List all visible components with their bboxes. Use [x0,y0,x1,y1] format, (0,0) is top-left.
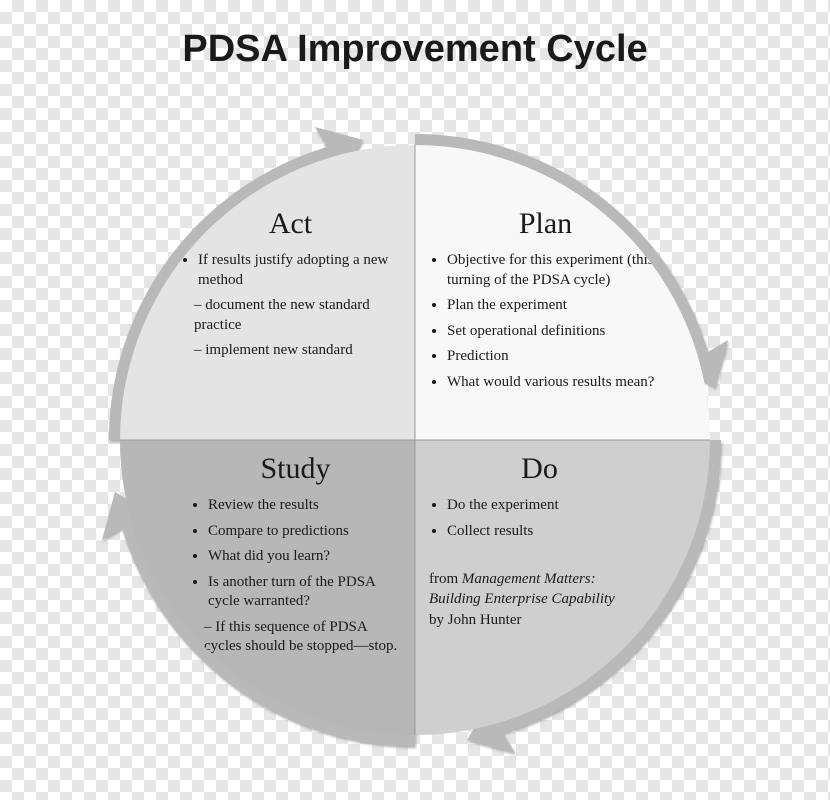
quadrant-study-sub-bullets: If this sequence of PDSA cycles should b… [190,618,401,657]
attribution-block: from Management Matters: Building Enterp… [429,569,650,630]
quadrant-act-sub-bullets: document the new standard practice imple… [180,296,401,361]
list-item: If results justify adopting a new method [198,251,401,290]
horizontal-divider [120,440,710,441]
list-item: Compare to predictions [208,522,401,542]
quadrant-study-heading: Study [190,452,401,486]
list-item: Is another turn of the PDSA cycle warran… [208,573,401,612]
quadrant-do: Do Do the experiment Collect results fro… [415,440,710,735]
list-item: Set operational definitions [447,322,662,342]
list-item: Plan the experiment [447,296,662,316]
attribution-prefix: from [429,571,462,587]
quadrant-plan-heading: Plan [429,207,662,241]
list-item: What would various results mean? [447,373,662,393]
list-item: Collect results [447,522,650,542]
list-item: If this sequence of PDSA cycles should b… [204,618,401,657]
quadrant-do-bullets: Do the experiment Collect results [429,496,650,541]
quadrant-plan: Plan Objective for this experiment (this… [415,145,710,440]
list-item: What did you learn? [208,547,401,567]
attribution-author: by John Hunter [429,612,522,628]
quadrant-study: Study Review the results Compare to pred… [120,440,415,735]
list-item: implement new standard [194,341,401,361]
quadrant-act-heading: Act [180,207,401,241]
quadrant-plan-bullets: Objective for this experiment (this turn… [429,251,662,392]
quadrant-do-heading: Do [429,452,650,486]
pdsa-cycle-circle: Act If results justify adopting a new me… [120,145,710,735]
list-item: Objective for this experiment (this turn… [447,251,662,290]
quadrant-act: Act If results justify adopting a new me… [120,145,415,440]
list-item: Review the results [208,496,401,516]
list-item: Do the experiment [447,496,650,516]
list-item: Prediction [447,347,662,367]
list-item: document the new standard practice [194,296,401,335]
page-title: PDSA Improvement Cycle [0,28,830,71]
quadrant-study-bullets: Review the results Compare to prediction… [190,496,401,612]
quadrant-act-bullets: If results justify adopting a new method [180,251,401,290]
